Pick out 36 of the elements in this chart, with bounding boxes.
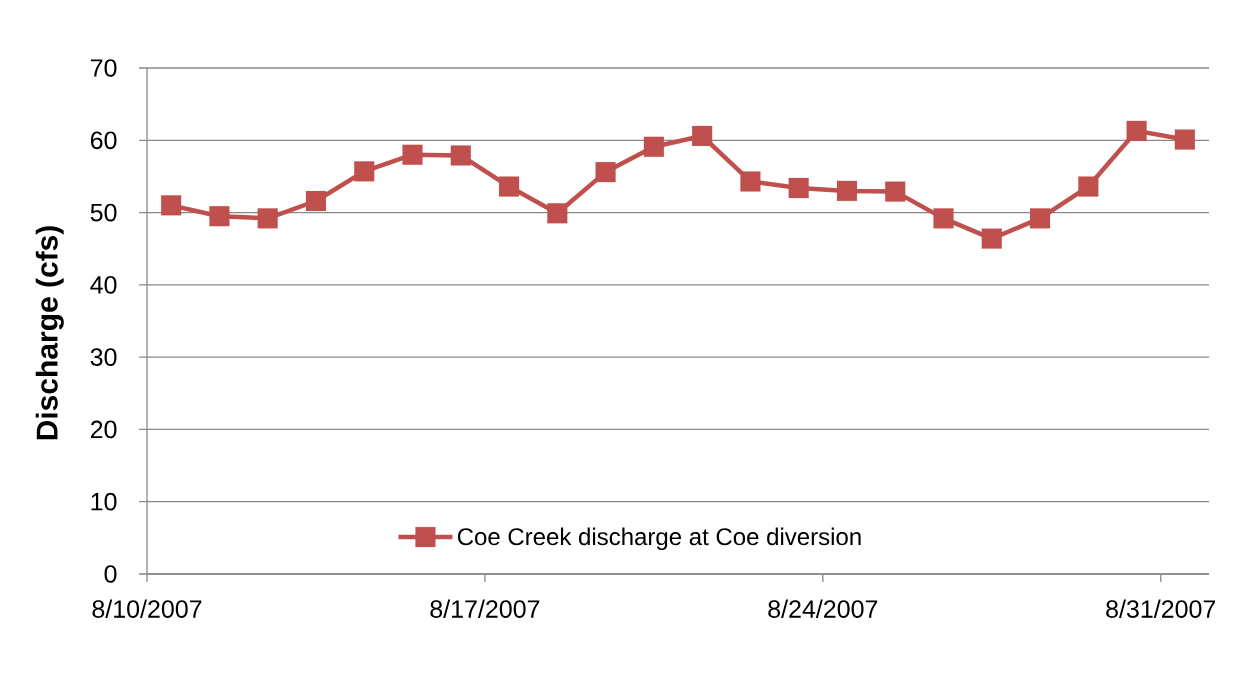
point <box>305 190 327 212</box>
point <box>402 144 423 165</box>
point <box>1029 208 1051 229</box>
point <box>643 136 664 157</box>
point <box>981 228 1002 249</box>
point <box>885 181 906 202</box>
point <box>1078 176 1099 197</box>
point <box>836 180 858 201</box>
point <box>450 145 471 166</box>
y-tick-label: 0 <box>104 565 117 583</box>
y-axis-title: Discharge (cfs) <box>35 226 64 440</box>
point <box>933 208 954 229</box>
point <box>692 125 713 147</box>
point <box>1174 129 1195 150</box>
x-tick-label: 8/10/2007 <box>92 599 202 618</box>
point <box>1126 120 1147 141</box>
y-tick-label: 20 <box>90 420 117 439</box>
point <box>257 208 278 229</box>
x-tick-label: 8/24/2007 <box>768 599 878 618</box>
y-tick-label: 60 <box>90 131 117 150</box>
point <box>788 177 809 199</box>
legend-label: Coe Creek discharge at Coe diversion <box>457 527 861 550</box>
y-tick-label: 50 <box>90 203 117 222</box>
y-tick-label: 40 <box>90 276 117 294</box>
point <box>354 161 375 182</box>
x-tick-label: 8/17/2007 <box>430 599 540 618</box>
point <box>499 176 520 197</box>
point <box>161 195 182 216</box>
point <box>740 171 761 192</box>
y-tick-label: 30 <box>90 348 117 366</box>
y-tick-label: 70 <box>90 59 117 77</box>
y-tick-label: 10 <box>91 492 117 511</box>
point <box>595 162 616 183</box>
point <box>547 203 568 224</box>
point <box>209 206 230 227</box>
x-tick-label: 8/31/2007 <box>1106 599 1216 618</box>
